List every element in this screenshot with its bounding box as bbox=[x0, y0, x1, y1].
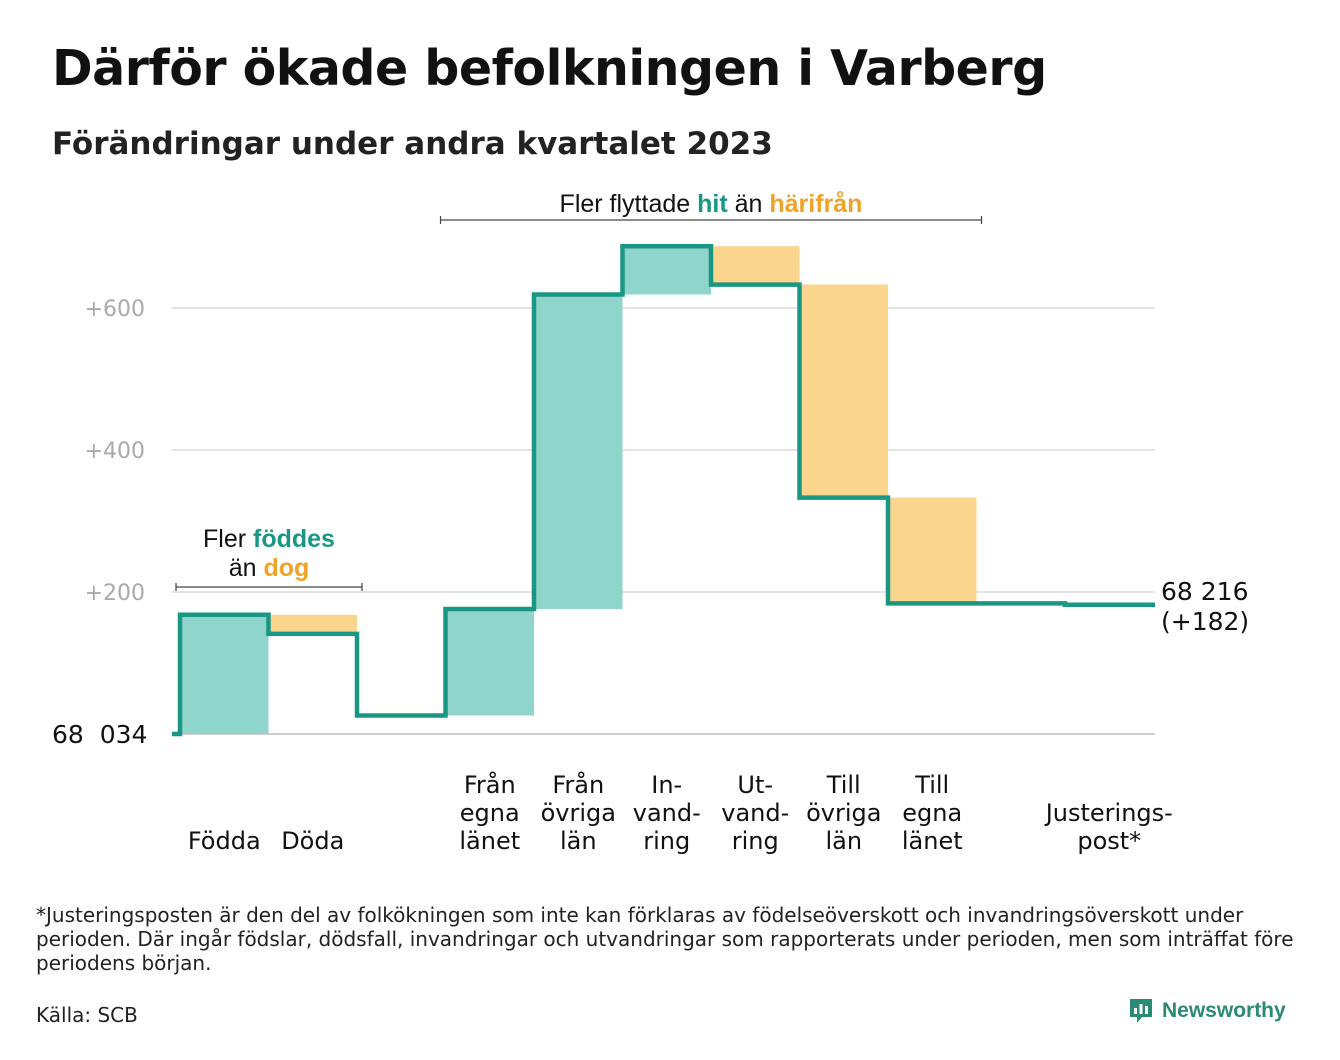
category-label: övriga bbox=[806, 799, 881, 827]
category-labels: Födda DödaFrånegnalänetFrånövrigalänIn-va… bbox=[188, 770, 1173, 855]
category-label: Ut- bbox=[737, 771, 773, 799]
bar bbox=[622, 246, 711, 295]
category-label: Från bbox=[552, 770, 604, 799]
category-label: egna bbox=[460, 799, 520, 827]
annotation-migration: Fler flyttade hit än härifrån bbox=[560, 190, 863, 218]
annotation-part: Fler flyttade bbox=[560, 190, 698, 218]
category-label: län bbox=[825, 827, 862, 855]
brand[interactable]: Newsworthy bbox=[1128, 997, 1286, 1025]
annotation-births-line2: än dog bbox=[229, 554, 310, 582]
brand-name: Newsworthy bbox=[1162, 999, 1286, 1022]
annotation-part: dog bbox=[263, 554, 309, 582]
annotation-part: Fler bbox=[203, 525, 253, 553]
chart-subtitle: Förändringar under andra kvartalet 2023 bbox=[52, 126, 773, 162]
bar-chart-logo-icon bbox=[1130, 999, 1152, 1023]
bar bbox=[888, 497, 977, 604]
bar bbox=[180, 614, 269, 734]
category-label: ring bbox=[732, 827, 779, 855]
category-label: Födda bbox=[188, 827, 261, 855]
start-value-label: 68 034 bbox=[52, 720, 147, 749]
bars bbox=[180, 246, 1154, 734]
category-label: Döda bbox=[281, 827, 344, 855]
annotation-part: än bbox=[728, 190, 770, 218]
category-label: Till bbox=[826, 771, 861, 799]
waterfall-chart: +200 +400 +600 68 034 68 216(+182) Födda Död… bbox=[52, 190, 1249, 855]
category-label: ring bbox=[643, 827, 690, 855]
category-label: länet bbox=[902, 827, 963, 855]
y-tick-label: +200 bbox=[85, 581, 145, 606]
annotations: Fler flyttade hit än härifrån Fler föddes… bbox=[175, 190, 983, 591]
category-label: egna bbox=[902, 799, 962, 827]
category-label: Från bbox=[464, 770, 516, 799]
category-label: övriga bbox=[541, 799, 616, 827]
category-label: vand- bbox=[721, 799, 789, 827]
bar bbox=[711, 246, 800, 285]
y-tick-label: +400 bbox=[85, 439, 145, 464]
chart-title: Därför ökade befolkningen i Varberg bbox=[52, 40, 1047, 97]
category-label: länet bbox=[459, 827, 520, 855]
annotation-births-line1: Fler föddes bbox=[203, 525, 335, 553]
bar bbox=[445, 609, 534, 716]
category-label: Till bbox=[914, 771, 949, 799]
footnote: *Justeringsposten är den del av folkökni… bbox=[36, 903, 1294, 975]
category-label: In- bbox=[651, 771, 682, 799]
annotation-part: hit bbox=[697, 190, 728, 218]
cumulative-line bbox=[172, 243, 1155, 737]
cumulative-line-group: 68 034 68 216(+182) bbox=[52, 243, 1249, 749]
category-label: post* bbox=[1077, 827, 1141, 855]
annotation-part: härifrån bbox=[769, 190, 862, 218]
source-note: Källa: SCB bbox=[36, 1003, 138, 1027]
bar bbox=[534, 294, 623, 610]
bar bbox=[268, 614, 357, 634]
category-label: vand- bbox=[633, 799, 701, 827]
end-value-label: 68 216 bbox=[1161, 577, 1248, 606]
category-label: län bbox=[560, 827, 597, 855]
annotation-part: föddes bbox=[253, 525, 335, 553]
bar bbox=[799, 284, 888, 498]
category-label: Justerings- bbox=[1044, 799, 1173, 827]
y-tick-label: +600 bbox=[85, 297, 145, 322]
annotation-part: än bbox=[229, 554, 264, 582]
gridlines: +200 +400 +600 bbox=[85, 297, 1155, 735]
end-value-label: (+182) bbox=[1161, 607, 1249, 636]
